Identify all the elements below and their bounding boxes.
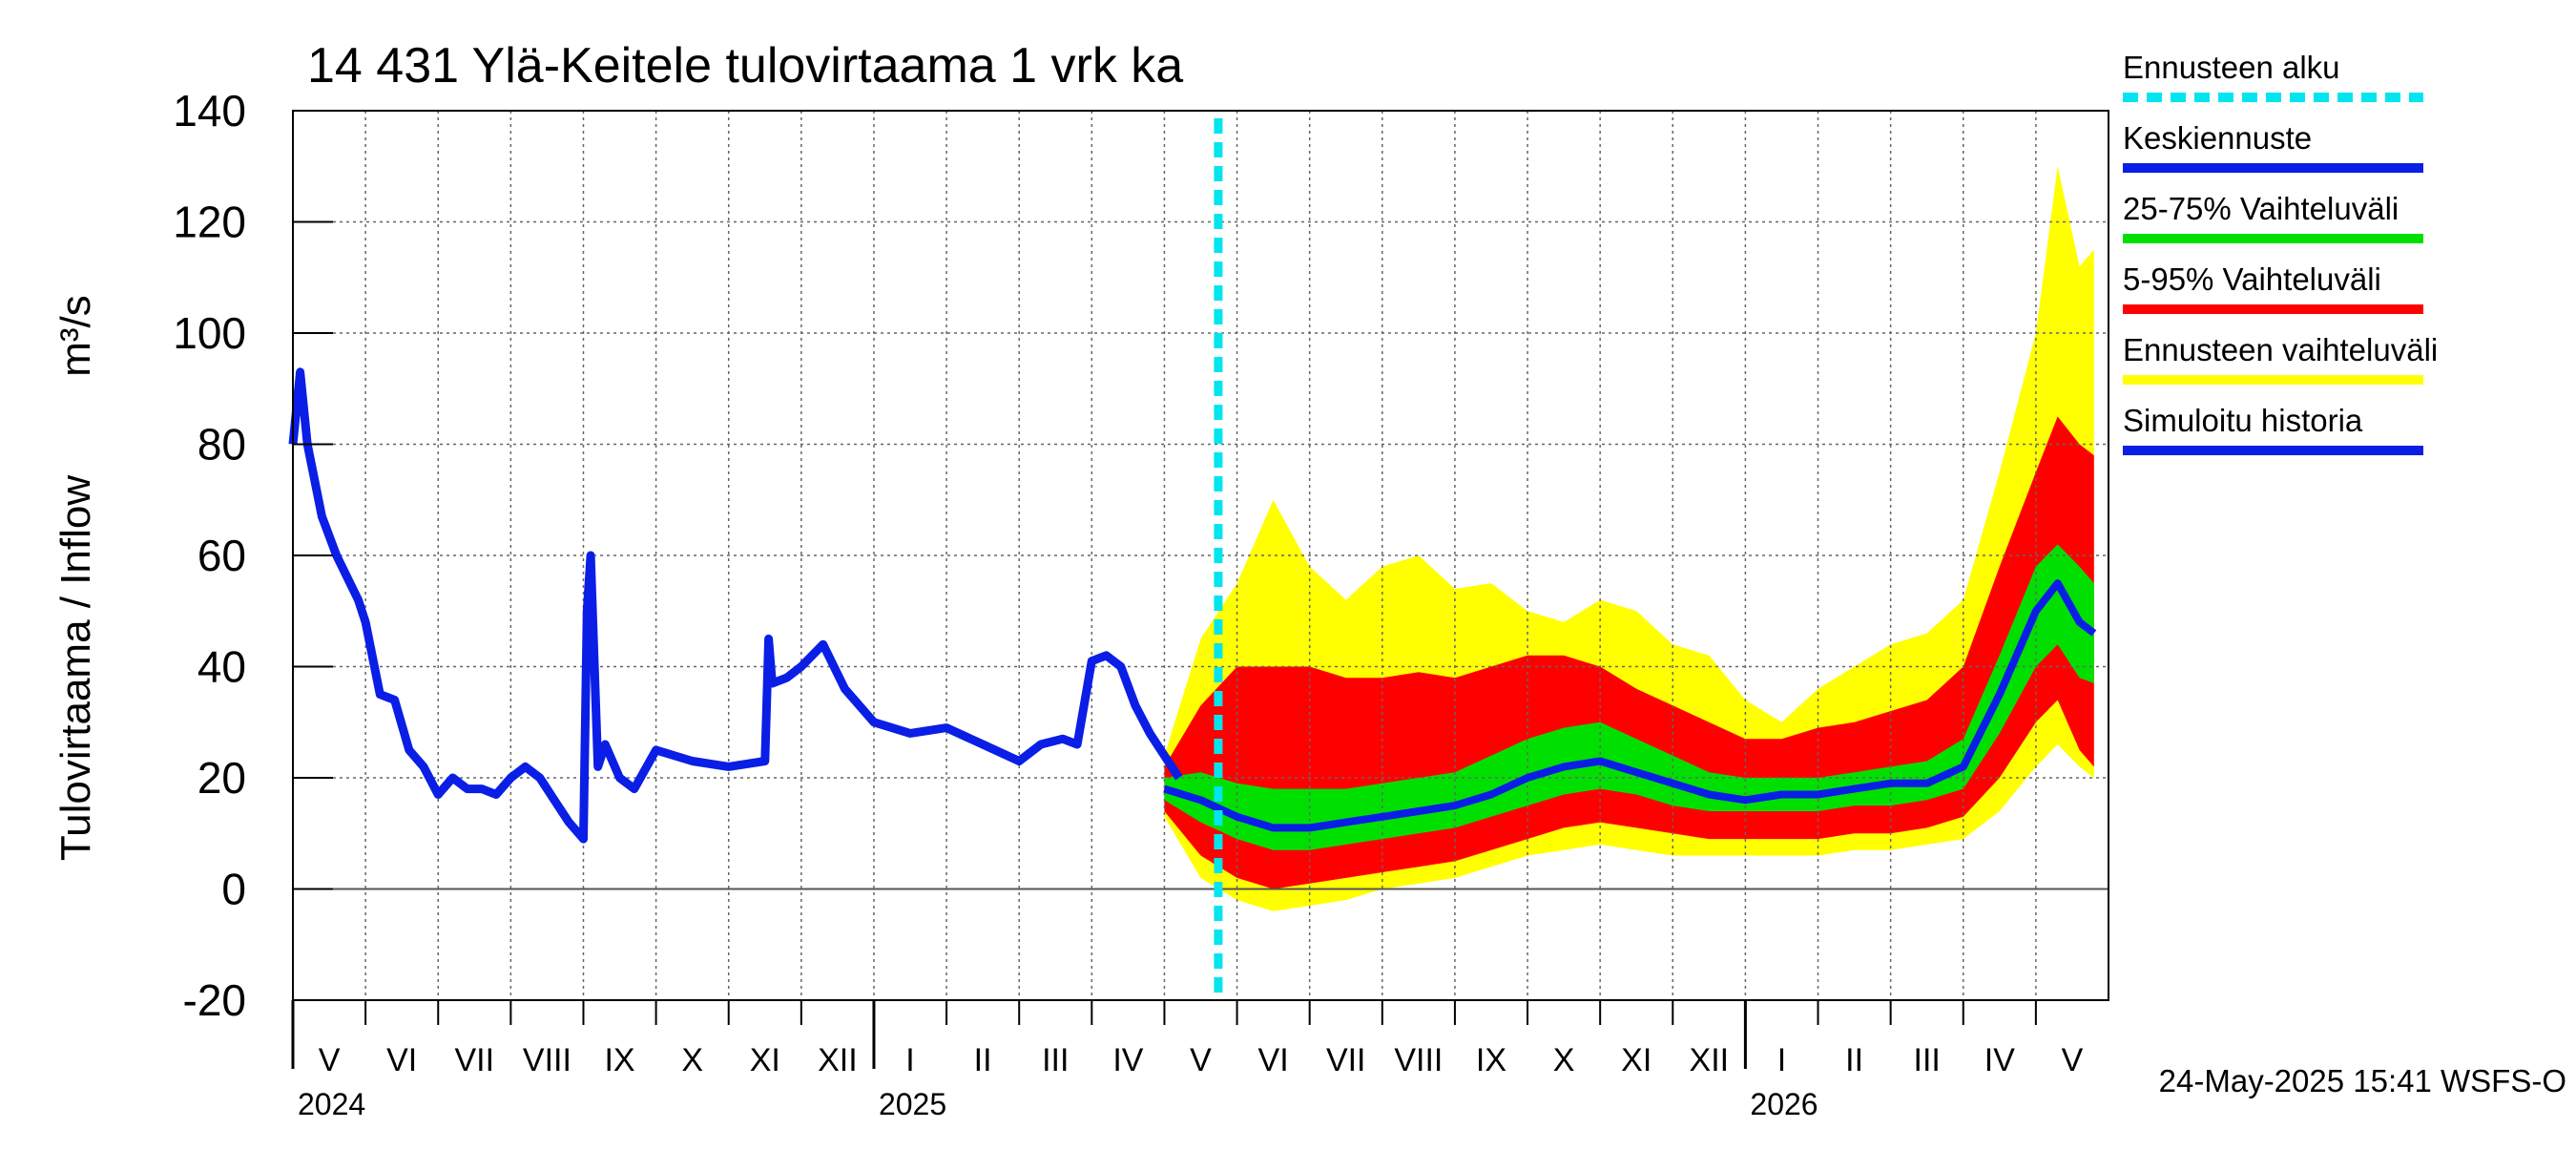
y-axis-unit: m³/s (52, 295, 99, 377)
month-label: III (1914, 1042, 1941, 1078)
legend-label: Ennusteen alku (2123, 50, 2340, 85)
y-tick-label: 140 (173, 86, 246, 136)
month-label: V (1190, 1042, 1212, 1078)
simulated-history-line (288, 367, 1183, 844)
y-axis-label: Tulovirtaama / Inflow (52, 475, 99, 862)
month-label: VI (386, 1042, 417, 1078)
month-label: IV (1112, 1042, 1143, 1078)
month-label: X (681, 1042, 703, 1078)
month-label: XII (818, 1042, 858, 1078)
month-label: VII (455, 1042, 495, 1078)
median-forecast-line (1163, 579, 2097, 832)
month-label: XI (1621, 1042, 1652, 1078)
y-tick-label: 0 (221, 865, 246, 914)
month-label: IX (1476, 1042, 1506, 1078)
legend-label: Keskiennuste (2123, 120, 2312, 156)
legend-label: 5-95% Vaihteluväli (2123, 261, 2381, 297)
month-label: III (1042, 1042, 1069, 1078)
month-label: VIII (1394, 1042, 1443, 1078)
legend-label: 25-75% Vaihteluväli (2123, 191, 2399, 226)
legend-label: Simuloitu historia (2123, 403, 2363, 438)
month-label: XII (1690, 1042, 1730, 1078)
month-label: VIII (523, 1042, 571, 1078)
y-tick-label: 100 (173, 308, 246, 358)
month-label: II (974, 1042, 992, 1078)
y-tick-label: 60 (197, 531, 246, 580)
y-tick-label: 20 (197, 753, 246, 803)
chart-title: 14 431 Ylä-Keitele tulovirtaama 1 vrk ka (307, 38, 1183, 94)
legend: Ennusteen alku Keskiennuste 25-75% Vaihtel… (2123, 50, 2438, 455)
year-label: 2025 (879, 1087, 946, 1121)
y-tick-label: 40 (197, 642, 246, 692)
band-25-75 (1164, 544, 2094, 850)
month-label: I (905, 1042, 914, 1078)
month-label: I (1777, 1042, 1786, 1078)
y-tick-label: 120 (173, 198, 246, 247)
month-label: XI (750, 1042, 780, 1078)
month-label: II (1845, 1042, 1863, 1078)
band-5-95 (1164, 416, 2094, 889)
plot-frame (292, 110, 2109, 1001)
timestamp-label: 24-May-2025 15:41 WSFS-O (2159, 1063, 2566, 1098)
month-label: V (319, 1042, 341, 1078)
month-label: V (2062, 1042, 2084, 1078)
month-label: X (1553, 1042, 1575, 1078)
month-label: IV (1984, 1042, 2015, 1078)
y-tick-label: -20 (183, 975, 246, 1025)
year-label: 2024 (298, 1087, 365, 1121)
y-tick-label: 80 (197, 420, 246, 470)
month-label: IX (604, 1042, 634, 1078)
year-label: 2026 (1750, 1087, 1818, 1121)
month-label: VII (1326, 1042, 1366, 1078)
month-label: VI (1258, 1042, 1289, 1078)
legend-label: Ennusteen vaihteluväli (2123, 332, 2438, 367)
